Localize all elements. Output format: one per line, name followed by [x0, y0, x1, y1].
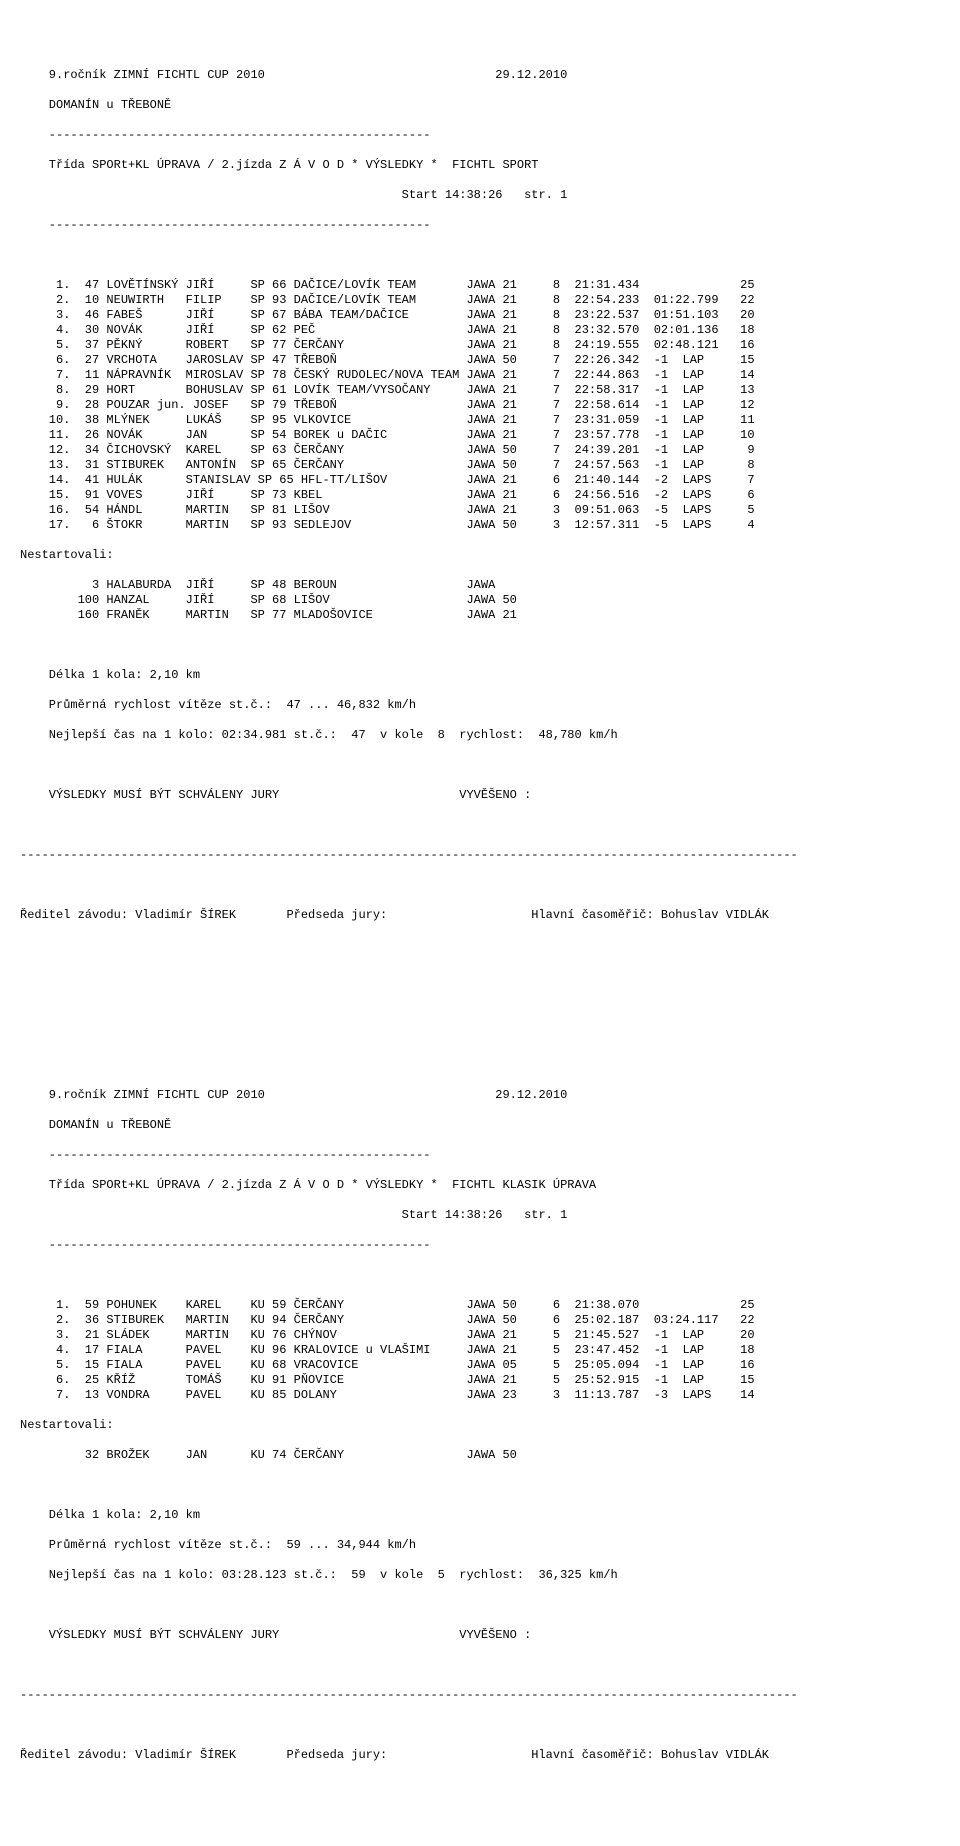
blank-line	[20, 878, 940, 893]
header-line: 9.ročník ZIMNÍ FICHTL CUP 2010 29.12.201…	[20, 1088, 940, 1103]
table-row: 6. 25 KŘÍŽ TOMÁŠ KU 91 PŇOVICE JAWA 21 5…	[20, 1373, 940, 1388]
table-row: 100 HANZAL JIŘÍ SP 68 LIŠOV JAWA 50	[20, 593, 940, 608]
signatures-line: Ředitel závodu: Vladimír ŠÍREK Předseda …	[20, 1748, 940, 1763]
blank-line	[20, 638, 940, 653]
table-row: 12. 34 ČICHOVSKÝ KAREL SP 63 ČERČANY JAW…	[20, 443, 940, 458]
blank-line	[20, 1268, 940, 1283]
table-row: 11. 26 NOVÁK JAN SP 54 BOREK u DAČIC JAW…	[20, 428, 940, 443]
footer-line: Nejlepší čas na 1 kolo: 03:28.123 st.č.:…	[20, 1568, 940, 1583]
header-line: Start 14:38:26 str. 1	[20, 1208, 940, 1223]
nestartovali-list-2: 32 BROŽEK JAN KU 74 ČERČANY JAWA 50	[20, 1448, 940, 1463]
table-row: 16. 54 HÁNDL MARTIN SP 81 LIŠOV JAWA 21 …	[20, 503, 940, 518]
divider: ----------------------------------------…	[20, 1148, 940, 1163]
results-table-1: 1. 47 LOVĚTÍNSKÝ JIŘÍ SP 66 DAČICE/LOVÍK…	[20, 278, 940, 533]
long-divider: ----------------------------------------…	[20, 1688, 940, 1703]
blank-line	[20, 1598, 940, 1613]
table-row: 5. 37 PĚKNÝ ROBERT SP 77 ČERČANY JAWA 21…	[20, 338, 940, 353]
blank-line	[20, 1058, 940, 1073]
footer-line: VÝSLEDKY MUSÍ BÝT SCHVÁLENY JURY VYVĚŠEN…	[20, 788, 940, 803]
table-row: 10. 38 MLÝNEK LUKÁŠ SP 95 VLKOVICE JAWA …	[20, 413, 940, 428]
table-row: 2. 10 NEUWIRTH FILIP SP 93 DAČICE/LOVÍK …	[20, 293, 940, 308]
divider: ----------------------------------------…	[20, 1238, 940, 1253]
footer-line: Délka 1 kola: 2,10 km	[20, 668, 940, 683]
results-table-2: 1. 59 POHUNEK KAREL KU 59 ČERČANY JAWA 5…	[20, 1298, 940, 1403]
table-row: 1. 59 POHUNEK KAREL KU 59 ČERČANY JAWA 5…	[20, 1298, 940, 1313]
table-row: 160 FRANĚK MARTIN SP 77 MLADOŠOVICE JAWA…	[20, 608, 940, 623]
footer-line: VÝSLEDKY MUSÍ BÝT SCHVÁLENY JURY VYVĚŠEN…	[20, 1628, 940, 1643]
table-row: 3 HALABURDA JIŘÍ SP 48 BEROUN JAWA	[20, 578, 940, 593]
table-row: 9. 28 POUZAR jun. JOSEF SP 79 TŘEBOŇ JAW…	[20, 398, 940, 413]
blank-line	[20, 818, 940, 833]
table-row: 5. 15 FIALA PAVEL KU 68 VRACOVICE JAWA 0…	[20, 1358, 940, 1373]
blank-line	[20, 938, 940, 953]
footer-line: Nejlepší čas na 1 kolo: 02:34.981 st.č.:…	[20, 728, 940, 743]
table-row: 3. 46 FABEŠ JIŘÍ SP 67 BÁBA TEAM/DAČICE …	[20, 308, 940, 323]
table-row: 1. 47 LOVĚTÍNSKÝ JIŘÍ SP 66 DAČICE/LOVÍK…	[20, 278, 940, 293]
header-line: Start 14:38:26 str. 1	[20, 188, 940, 203]
table-row: 7. 13 VONDRA PAVEL KU 85 DOLANY JAWA 23 …	[20, 1388, 940, 1403]
divider: ----------------------------------------…	[20, 128, 940, 143]
table-row: 8. 29 HORT BOHUSLAV SP 61 LOVÍK TEAM/VYS…	[20, 383, 940, 398]
header-line: Třída SPORt+KL ÚPRAVA / 2.jízda Z Á V O …	[20, 158, 940, 173]
table-row: 2. 36 STIBUREK MARTIN KU 94 ČERČANY JAWA…	[20, 1313, 940, 1328]
header-line: 9.ročník ZIMNÍ FICHTL CUP 2010 29.12.201…	[20, 68, 940, 83]
table-row: 4. 17 FIALA PAVEL KU 96 KRALOVICE u VLAŠ…	[20, 1343, 940, 1358]
blank-line	[20, 968, 940, 983]
blank-line	[20, 1658, 940, 1673]
blank-line	[20, 1028, 940, 1043]
footer-line: Délka 1 kola: 2,10 km	[20, 1508, 940, 1523]
blank-line	[20, 248, 940, 263]
blank-line	[20, 1478, 940, 1493]
footer-line: Průměrná rychlost vítěze st.č.: 47 ... 4…	[20, 698, 940, 713]
table-row: 32 BROŽEK JAN KU 74 ČERČANY JAWA 50	[20, 1448, 940, 1463]
header-line: DOMANÍN u TŘEBONĚ	[20, 1118, 940, 1133]
table-row: 7. 11 NÁPRAVNÍK MIROSLAV SP 78 ČESKÝ RUD…	[20, 368, 940, 383]
divider: ----------------------------------------…	[20, 218, 940, 233]
table-row: 4. 30 NOVÁK JIŘÍ SP 62 PEČ JAWA 21 8 23:…	[20, 323, 940, 338]
table-row: 13. 31 STIBUREK ANTONÍN SP 65 ČERČANY JA…	[20, 458, 940, 473]
footer-line: Průměrná rychlost vítěze st.č.: 59 ... 3…	[20, 1538, 940, 1553]
header-line: DOMANÍN u TŘEBONĚ	[20, 98, 940, 113]
nestartovali-title: Nestartovali:	[20, 548, 940, 563]
signatures-line: Ředitel závodu: Vladimír ŠÍREK Předseda …	[20, 908, 940, 923]
table-row: 15. 91 VOVES JIŘÍ SP 73 KBEL JAWA 21 6 2…	[20, 488, 940, 503]
blank-line	[20, 1718, 940, 1733]
long-divider: ----------------------------------------…	[20, 848, 940, 863]
nestartovali-title: Nestartovali:	[20, 1418, 940, 1433]
blank-line	[20, 758, 940, 773]
table-row: 14. 41 HULÁK STANISLAV SP 65 HFL-TT/LIŠO…	[20, 473, 940, 488]
nestartovali-list-1: 3 HALABURDA JIŘÍ SP 48 BEROUN JAWA 100 H…	[20, 578, 940, 623]
table-row: 6. 27 VRCHOTA JAROSLAV SP 47 TŘEBOŇ JAWA…	[20, 353, 940, 368]
table-row: 3. 21 SLÁDEK MARTIN KU 76 CHÝNOV JAWA 21…	[20, 1328, 940, 1343]
blank-line	[20, 998, 940, 1013]
header-line: Třída SPORt+KL ÚPRAVA / 2.jízda Z Á V O …	[20, 1178, 940, 1193]
table-row: 17. 6 ŠTOKR MARTIN SP 93 SEDLEJOV JAWA 5…	[20, 518, 940, 533]
